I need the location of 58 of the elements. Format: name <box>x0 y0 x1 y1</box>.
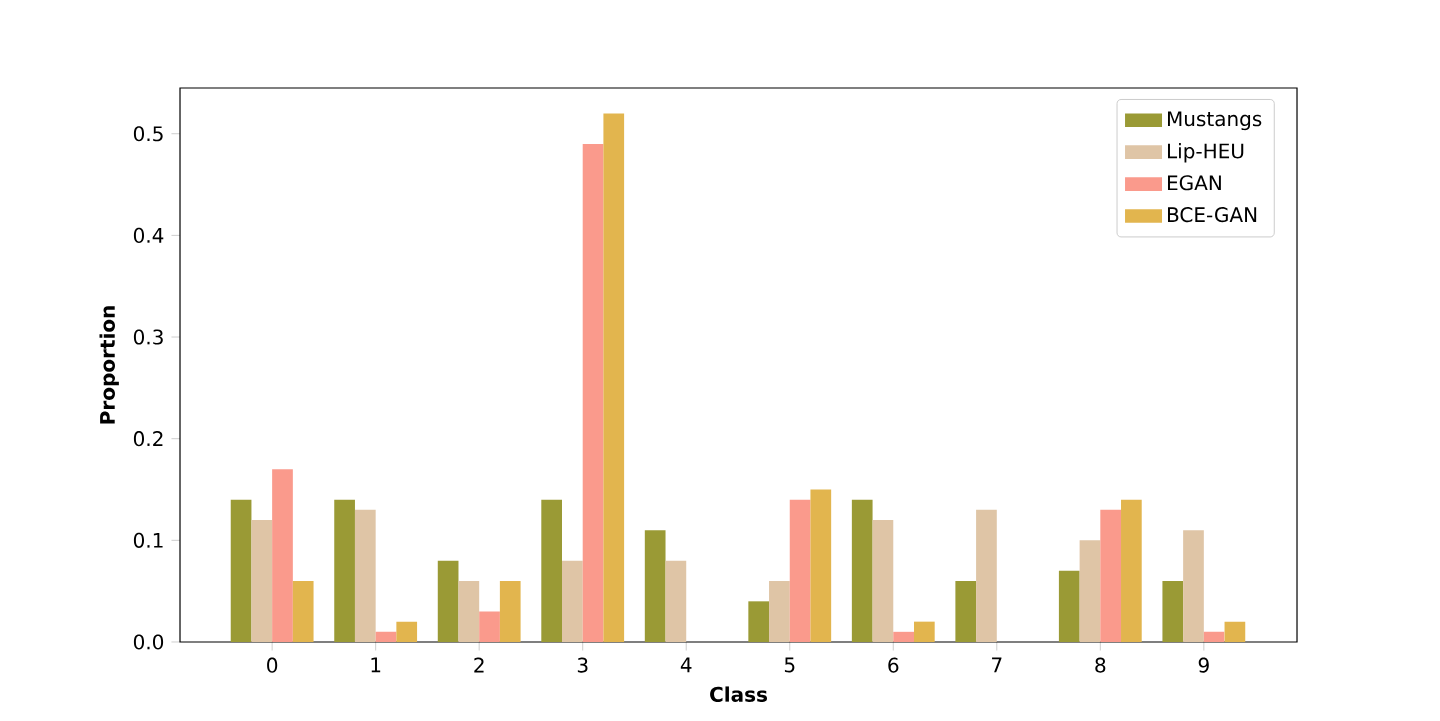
x-tick-label: 6 <box>888 657 899 673</box>
bar <box>1058 570 1080 642</box>
bar <box>1183 530 1204 642</box>
bar <box>354 509 376 642</box>
bar <box>603 113 625 642</box>
bar <box>230 499 252 642</box>
legend-label: BCE-GAN <box>1168 207 1257 223</box>
x-tick-label: 7 <box>992 657 1002 673</box>
bar <box>334 499 355 642</box>
bar <box>1121 499 1142 642</box>
y-tick-label: 0.0 <box>133 634 164 650</box>
bar <box>893 631 914 642</box>
y-tick-label: 0.1 <box>133 532 163 548</box>
bar <box>396 621 418 642</box>
x-tick-label: 1 <box>371 657 381 673</box>
bar <box>562 560 583 642</box>
x-tick-label: 4 <box>680 657 692 673</box>
x-tick-label: 2 <box>474 657 484 673</box>
y-tick-label: 0.4 <box>133 227 164 243</box>
x-tick-label: 5 <box>784 657 795 673</box>
x-tick-label: 8 <box>1095 657 1106 673</box>
bar <box>458 580 480 642</box>
legend-label: Mustangs <box>1168 111 1262 131</box>
bar <box>748 601 770 642</box>
bar <box>541 499 562 642</box>
bar <box>644 530 666 642</box>
bar <box>272 469 293 642</box>
bar <box>1224 621 1246 642</box>
legend-label: EGAN <box>1168 175 1221 191</box>
x-axis-title: Class <box>710 686 767 702</box>
y-tick-label: 0.3 <box>133 329 163 345</box>
bar <box>292 580 314 642</box>
bar <box>1162 580 1184 642</box>
bar <box>1100 509 1122 642</box>
x-tick-label: 3 <box>577 657 588 673</box>
bar <box>769 580 790 642</box>
y-tick-label: 0.5 <box>133 126 163 142</box>
bar <box>582 143 604 642</box>
bar <box>955 580 977 642</box>
x-tick-label: 9 <box>1198 657 1209 673</box>
bar <box>251 520 273 642</box>
legend-label: Lip-HEU <box>1168 143 1244 163</box>
bar <box>976 509 997 642</box>
bar <box>810 489 832 642</box>
bar <box>851 499 873 642</box>
bar <box>437 560 459 642</box>
bar <box>872 520 894 642</box>
y-tick-label: 0.2 <box>133 431 163 447</box>
bar <box>1079 540 1101 642</box>
bar <box>375 631 397 642</box>
x-tick-label: 0 <box>267 657 278 673</box>
bar <box>789 499 811 642</box>
y-axis-title: Proportion <box>99 306 119 424</box>
bar <box>479 611 500 642</box>
bar <box>1203 631 1225 642</box>
bar <box>499 580 521 642</box>
bar <box>665 560 687 642</box>
bar <box>913 621 935 642</box>
